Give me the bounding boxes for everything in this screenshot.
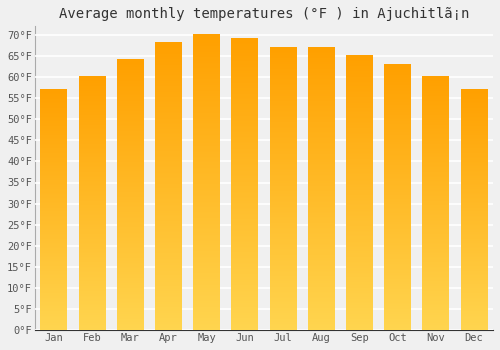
Title: Average monthly temperatures (°F ) in Ajuchitlã¡n: Average monthly temperatures (°F ) in Aj… bbox=[58, 7, 469, 21]
